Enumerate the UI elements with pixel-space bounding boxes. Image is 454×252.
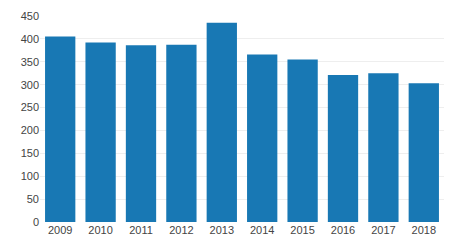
- svg-text:2011: 2011: [129, 224, 153, 236]
- svg-text:2009: 2009: [48, 224, 72, 236]
- svg-text:2014: 2014: [250, 224, 274, 236]
- svg-text:250: 250: [21, 101, 39, 113]
- svg-text:2016: 2016: [331, 224, 355, 236]
- svg-text:50: 50: [27, 193, 39, 205]
- svg-text:450: 450: [21, 10, 39, 22]
- svg-text:200: 200: [21, 124, 39, 136]
- svg-text:350: 350: [21, 56, 39, 68]
- svg-text:2018: 2018: [412, 224, 436, 236]
- svg-text:2013: 2013: [210, 224, 234, 236]
- svg-text:2010: 2010: [88, 224, 112, 236]
- svg-text:2015: 2015: [290, 224, 314, 236]
- svg-text:150: 150: [21, 147, 39, 159]
- svg-text:300: 300: [21, 79, 39, 91]
- svg-text:2017: 2017: [371, 224, 395, 236]
- svg-text:0: 0: [33, 216, 39, 228]
- svg-text:100: 100: [21, 170, 39, 182]
- svg-text:2012: 2012: [169, 224, 193, 236]
- svg-text:400: 400: [21, 33, 39, 45]
